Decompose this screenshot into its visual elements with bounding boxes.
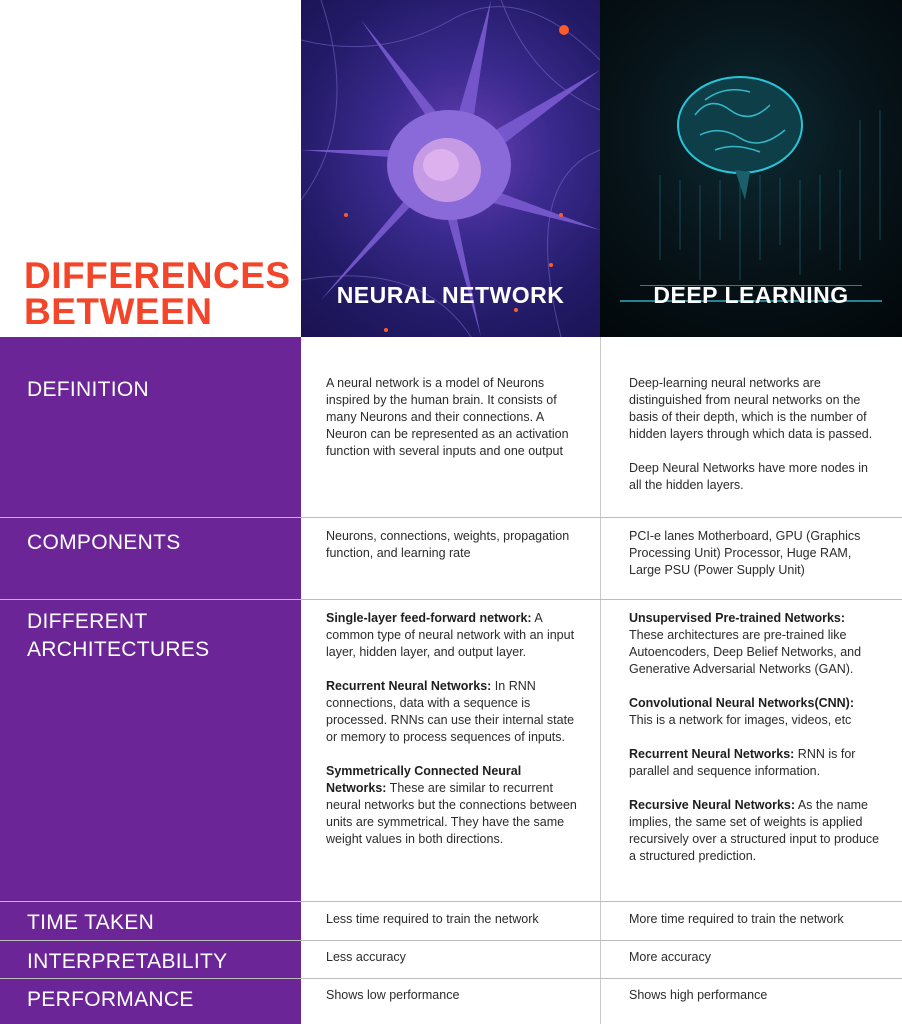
title-cell: DIFFERENCES BETWEEN [0, 0, 301, 337]
title-line-2: BETWEEN [24, 291, 213, 332]
deep-learning-cell: Deep-learning neural networks are distin… [601, 337, 902, 518]
term: Symmetrically Connected Neural Networks: [326, 764, 522, 795]
cell-text: Neurons, connections, weights, propagati… [326, 529, 570, 560]
cell-text: More time required to train the network [629, 912, 844, 926]
term: Single-layer feed-forward network: [326, 611, 532, 625]
cell-text: In RNN connections, data with a sequence… [326, 679, 575, 744]
deep-learning-cell: More accuracy [601, 941, 902, 979]
neural-network-cell: Single-layer feed-forward network: A com… [301, 600, 601, 902]
row-interpretability: INTERPRETABILITY Less accuracy More accu… [0, 941, 902, 979]
cell-text: A neural network is a model of Neurons i… [326, 376, 569, 458]
neuron-image: NEURAL NETWORK [301, 0, 600, 337]
cell-text: PCI-e lanes Motherboard, GPU (Graphics P… [629, 529, 861, 577]
cell-text: More accuracy [629, 950, 711, 964]
cell-paragraph: Symmetrically Connected Neural Networks:… [326, 763, 580, 848]
cell-paragraph: Unsupervised Pre-trained Networks: These… [629, 610, 880, 678]
term: Convolutional Neural Networks(CNN): [629, 696, 855, 710]
row-divider [0, 599, 902, 600]
row-architectures: DIFFERENT ARCHITECTURES Single-layer fee… [0, 600, 902, 902]
row-label-line-2: ARCHITECTURES [27, 638, 210, 661]
row-label: INTERPRETABILITY [0, 941, 301, 979]
row-components: COMPONENTS Neurons, connections, weights… [0, 518, 902, 600]
term: Unsupervised Pre-trained Networks: [629, 611, 846, 625]
cell-text: RNN is for parallel and sequence informa… [629, 747, 856, 778]
term: Recursive Neural Networks: [629, 798, 796, 812]
row-label: COMPONENTS [0, 518, 301, 600]
brain-image: DEEP LEARNING [600, 0, 902, 337]
row-label-line-1: DIFFERENT [27, 610, 148, 633]
cell-text: Shows high performance [629, 988, 768, 1002]
cell-paragraph: Single-layer feed-forward network: A com… [326, 610, 580, 661]
row-divider [0, 517, 902, 518]
neuron-illustration [301, 0, 600, 337]
term: Recurrent Neural Networks: [326, 679, 492, 693]
cell-text: Deep-learning neural networks are distin… [629, 376, 873, 441]
cell-paragraph: Recursive Neural Networks: As the name i… [629, 797, 880, 865]
cell-paragraph: Recurrent Neural Networks: RNN is for pa… [629, 746, 880, 780]
neural-network-cell: A neural network is a model of Neurons i… [301, 337, 601, 518]
row-divider [0, 940, 902, 941]
row-definition: DEFINITION A neural network is a model o… [0, 337, 902, 518]
cell-text: This is a network for images, videos, et… [629, 713, 852, 727]
cell-text: A common type of neural network with an … [326, 611, 575, 659]
row-divider [0, 901, 902, 902]
row-time-taken: TIME TAKEN Less time required to train t… [0, 902, 902, 941]
cell-text: These are similar to recurrent neural ne… [326, 781, 577, 846]
cell-paragraph: Recurrent Neural Networks: In RNN connec… [326, 678, 580, 746]
digital-brain-illustration [620, 76, 882, 302]
term: Recurrent Neural Networks: [629, 747, 795, 761]
deep-learning-cell: Unsupervised Pre-trained Networks: These… [601, 600, 902, 902]
cell-text: Shows low performance [326, 988, 460, 1002]
row-label: DIFFERENT ARCHITECTURES [0, 600, 301, 902]
neural-network-cell: Less time required to train the network [301, 902, 601, 941]
row-label: TIME TAKEN [0, 902, 301, 941]
row-performance: PERFORMANCE Shows low performance Shows … [0, 979, 902, 1024]
cell-text: Less accuracy [326, 950, 406, 964]
title-line-1: DIFFERENCES [24, 255, 291, 296]
row-label: DEFINITION [0, 337, 301, 518]
cell-text: As the name implies, the same set of wei… [629, 798, 880, 863]
deep-learning-cell: More time required to train the network [601, 902, 902, 941]
neural-network-cell: Neurons, connections, weights, propagati… [301, 518, 601, 600]
deep-learning-cell: Shows high performance [601, 979, 902, 1024]
page-title: DIFFERENCES BETWEEN [24, 255, 291, 332]
row-divider [0, 978, 902, 979]
neural-network-cell: Less accuracy [301, 941, 601, 979]
neural-network-cell: Shows low performance [301, 979, 601, 1024]
column-header-neural-network: NEURAL NETWORK [336, 282, 565, 308]
header: DIFFERENCES BETWEEN [0, 0, 902, 337]
deep-learning-cell: PCI-e lanes Motherboard, GPU (Graphics P… [601, 518, 902, 600]
column-header-deep-learning: DEEP LEARNING [653, 282, 849, 308]
cell-text: These architectures are pre-trained like… [629, 628, 862, 676]
cell-text: Less time required to train the network [326, 912, 539, 926]
cell-paragraph: Convolutional Neural Networks(CNN): This… [629, 695, 880, 729]
cell-text: Deep Neural Networks have more nodes in … [629, 461, 869, 492]
row-label: PERFORMANCE [0, 979, 301, 1024]
